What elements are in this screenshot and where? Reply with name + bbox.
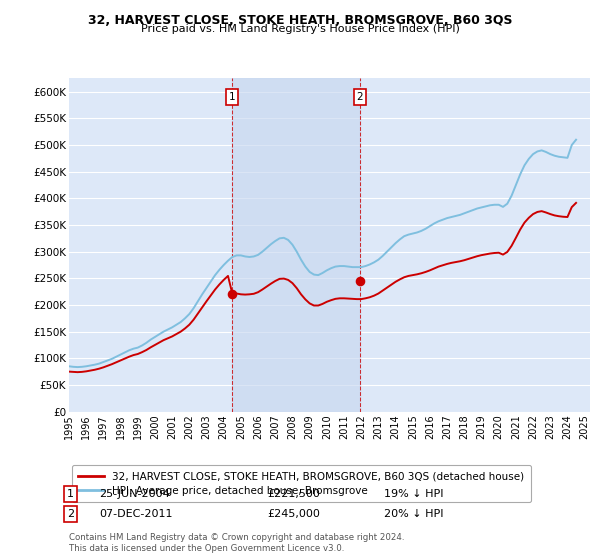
Text: 1: 1 <box>229 92 235 102</box>
Text: 2: 2 <box>67 509 74 519</box>
Text: 32, HARVEST CLOSE, STOKE HEATH, BROMSGROVE, B60 3QS: 32, HARVEST CLOSE, STOKE HEATH, BROMSGRO… <box>88 14 512 27</box>
Text: £245,000: £245,000 <box>267 509 320 519</box>
Legend: 32, HARVEST CLOSE, STOKE HEATH, BROMSGROVE, B60 3QS (detached house), HPI: Avera: 32, HARVEST CLOSE, STOKE HEATH, BROMSGRO… <box>71 465 530 502</box>
Text: 20% ↓ HPI: 20% ↓ HPI <box>384 509 443 519</box>
Text: 25-JUN-2004: 25-JUN-2004 <box>99 489 170 499</box>
Text: 1: 1 <box>67 489 74 499</box>
Text: £221,500: £221,500 <box>267 489 320 499</box>
Text: Contains HM Land Registry data © Crown copyright and database right 2024.
This d: Contains HM Land Registry data © Crown c… <box>69 533 404 553</box>
Point <box>355 277 365 286</box>
Point <box>227 289 237 298</box>
Text: 2: 2 <box>356 92 364 102</box>
Text: 07-DEC-2011: 07-DEC-2011 <box>99 509 173 519</box>
Bar <box>232 78 360 412</box>
Text: 19% ↓ HPI: 19% ↓ HPI <box>384 489 443 499</box>
Text: Price paid vs. HM Land Registry's House Price Index (HPI): Price paid vs. HM Land Registry's House … <box>140 24 460 34</box>
